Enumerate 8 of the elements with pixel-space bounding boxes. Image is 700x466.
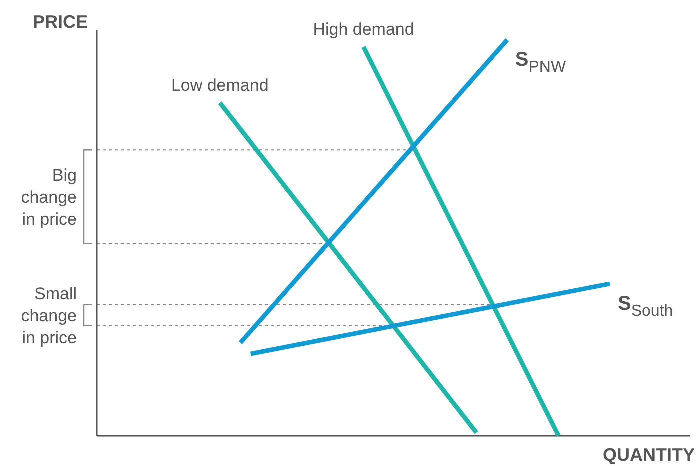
series-label: High demand (313, 20, 414, 40)
ref-line-label: Small change in price (21, 284, 77, 348)
series-label: S$_{South}$ (618, 292, 674, 320)
series-label: Low demand (171, 76, 269, 95)
y-axis-title: PRICE (32, 12, 88, 32)
x-axis-title: QUANTITY (603, 445, 695, 465)
ref-line-label: Big change in price (21, 166, 77, 230)
series-label: S$_{PNW}$ (515, 49, 567, 76)
